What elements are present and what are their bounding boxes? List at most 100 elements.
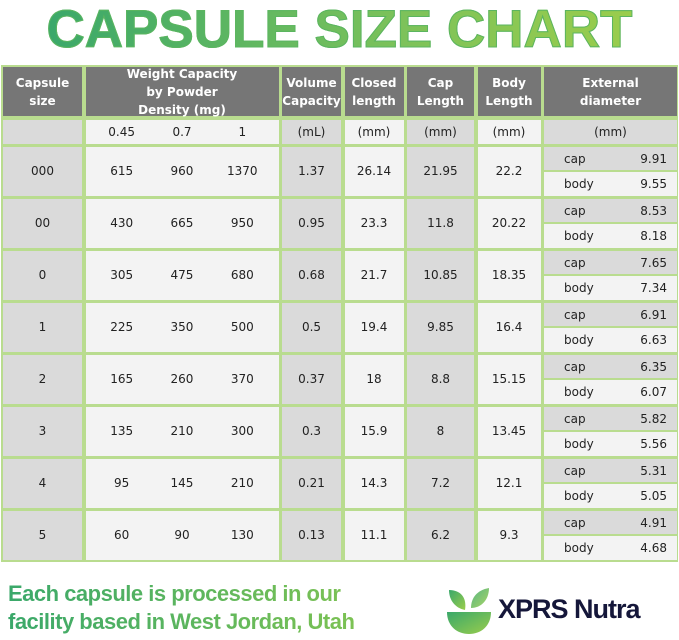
ext-body-row: body 5.05 bbox=[544, 484, 677, 508]
unit-cap: (mm) bbox=[407, 119, 474, 144]
ext-cap-value: 9.91 bbox=[640, 151, 667, 166]
weight-value: 350 bbox=[170, 320, 194, 335]
ext-cap-value: 8.53 bbox=[640, 203, 667, 218]
cell-volume: 1.37 bbox=[282, 147, 341, 196]
cell-closed-length: 15.9 bbox=[344, 407, 404, 456]
cell-capsule-size: 5 bbox=[3, 511, 82, 560]
cell-external-diameter: cap 9.91 body 9.55 bbox=[544, 147, 677, 196]
cell-weight-capacity: 60 90 130 bbox=[85, 511, 279, 560]
ext-body-label: body bbox=[564, 488, 594, 503]
ext-body-row: body 5.56 bbox=[544, 432, 677, 456]
brand-name: XPRS Nutra bbox=[498, 594, 641, 624]
ext-body-value: 5.05 bbox=[640, 488, 667, 503]
ext-body-row: body 4.68 bbox=[544, 536, 677, 560]
weight-value: 95 bbox=[114, 476, 130, 491]
cell-closed-length: 19.4 bbox=[344, 303, 404, 352]
cell-external-diameter: cap 8.53 body 8.18 bbox=[544, 199, 677, 248]
page-title: CAPSULE SIZE CHART bbox=[46, 0, 633, 60]
ext-body-label: body bbox=[564, 540, 594, 555]
weight-value: 960 bbox=[170, 164, 194, 179]
ext-cap-label: cap bbox=[564, 463, 586, 478]
density-0: 0.45 bbox=[108, 124, 136, 139]
ext-cap-row: cap 5.31 bbox=[544, 459, 677, 483]
weight-value: 430 bbox=[110, 216, 134, 231]
weight-value: 145 bbox=[170, 476, 194, 491]
weight-value: 135 bbox=[110, 424, 134, 439]
header-closed-length: Closed length bbox=[344, 67, 404, 116]
cell-weight-capacity: 305 475 680 bbox=[85, 251, 279, 300]
ext-body-row: body 6.63 bbox=[544, 328, 677, 352]
cell-weight-capacity: 615 960 1370 bbox=[85, 147, 279, 196]
cell-capsule-size: 3 bbox=[3, 407, 82, 456]
ext-cap-label: cap bbox=[564, 515, 586, 530]
weight-value: 1370 bbox=[227, 164, 258, 179]
cell-external-diameter: cap 7.65 body 7.34 bbox=[544, 251, 677, 300]
cell-weight-capacity: 135 210 300 bbox=[85, 407, 279, 456]
weight-value: 90 bbox=[174, 528, 190, 543]
cell-closed-length: 18 bbox=[344, 355, 404, 404]
cell-volume: 0.95 bbox=[282, 199, 341, 248]
weight-value: 500 bbox=[230, 320, 254, 335]
cell-volume: 0.37 bbox=[282, 355, 341, 404]
ext-cap-value: 7.65 bbox=[640, 255, 667, 270]
cell-cap-length: 8 bbox=[407, 407, 474, 456]
cell-capsule-size: 1 bbox=[3, 303, 82, 352]
cell-body-length: 15.15 bbox=[477, 355, 541, 404]
capsule-size-table: Capsule size Weight Capacity by Powder D… bbox=[1, 65, 678, 562]
weight-value: 300 bbox=[230, 424, 254, 439]
cell-capsule-size: 00 bbox=[3, 199, 82, 248]
weight-value: 60 bbox=[114, 528, 130, 543]
ext-cap-label: cap bbox=[564, 203, 586, 218]
ext-body-value: 6.07 bbox=[640, 384, 667, 399]
ext-cap-value: 5.31 bbox=[640, 463, 667, 478]
weight-value: 680 bbox=[230, 268, 254, 283]
weight-value: 305 bbox=[110, 268, 134, 283]
cell-capsule-size: 0 bbox=[3, 251, 82, 300]
cell-external-diameter: cap 5.82 body 5.56 bbox=[544, 407, 677, 456]
cell-external-diameter: cap 4.91 body 4.68 bbox=[544, 511, 677, 560]
ext-body-value: 8.18 bbox=[640, 228, 667, 243]
cell-cap-length: 8.8 bbox=[407, 355, 474, 404]
cell-weight-capacity: 225 350 500 bbox=[85, 303, 279, 352]
cell-cap-length: 11.8 bbox=[407, 199, 474, 248]
ext-body-value: 6.63 bbox=[640, 332, 667, 347]
cell-closed-length: 11.1 bbox=[344, 511, 404, 560]
ext-body-row: body 8.18 bbox=[544, 224, 677, 248]
ext-body-label: body bbox=[564, 280, 594, 295]
ext-body-value: 5.56 bbox=[640, 436, 667, 451]
cell-cap-length: 21.95 bbox=[407, 147, 474, 196]
ext-cap-row: cap 4.91 bbox=[544, 511, 677, 535]
header-volume-capacity: Volume Capacity bbox=[282, 67, 341, 116]
cell-body-length: 9.3 bbox=[477, 511, 541, 560]
footer-text: Each capsule is processed in our facilit… bbox=[8, 580, 438, 636]
cell-closed-length: 14.3 bbox=[344, 459, 404, 508]
ext-cap-row: cap 6.35 bbox=[544, 355, 677, 379]
ext-cap-value: 5.82 bbox=[640, 411, 667, 426]
unit-volume: (mL) bbox=[282, 119, 341, 144]
cell-volume: 0.21 bbox=[282, 459, 341, 508]
weight-value: 950 bbox=[230, 216, 254, 231]
weight-value: 210 bbox=[230, 476, 254, 491]
cell-cap-length: 10.85 bbox=[407, 251, 474, 300]
ext-body-value: 4.68 bbox=[640, 540, 667, 555]
header-weight-capacity: Weight Capacity by Powder Density (mg) bbox=[85, 67, 279, 117]
weight-value: 370 bbox=[230, 372, 254, 387]
weight-value: 665 bbox=[170, 216, 194, 231]
cell-body-length: 13.45 bbox=[477, 407, 541, 456]
cell-volume: 0.5 bbox=[282, 303, 341, 352]
cell-body-length: 22.2 bbox=[477, 147, 541, 196]
weight-value: 475 bbox=[170, 268, 194, 283]
ext-body-label: body bbox=[564, 436, 594, 451]
ext-body-label: body bbox=[564, 384, 594, 399]
ext-cap-value: 6.91 bbox=[640, 307, 667, 322]
unit-body: (mm) bbox=[477, 119, 541, 144]
ext-body-value: 7.34 bbox=[640, 280, 667, 295]
weight-value: 130 bbox=[230, 528, 254, 543]
ext-cap-row: cap 6.91 bbox=[544, 303, 677, 327]
cell-body-length: 20.22 bbox=[477, 199, 541, 248]
weight-value: 225 bbox=[110, 320, 134, 335]
unit-capsule-size bbox=[3, 119, 82, 144]
weight-value: 260 bbox=[170, 372, 194, 387]
ext-cap-label: cap bbox=[564, 255, 586, 270]
ext-body-row: body 7.34 bbox=[544, 276, 677, 300]
